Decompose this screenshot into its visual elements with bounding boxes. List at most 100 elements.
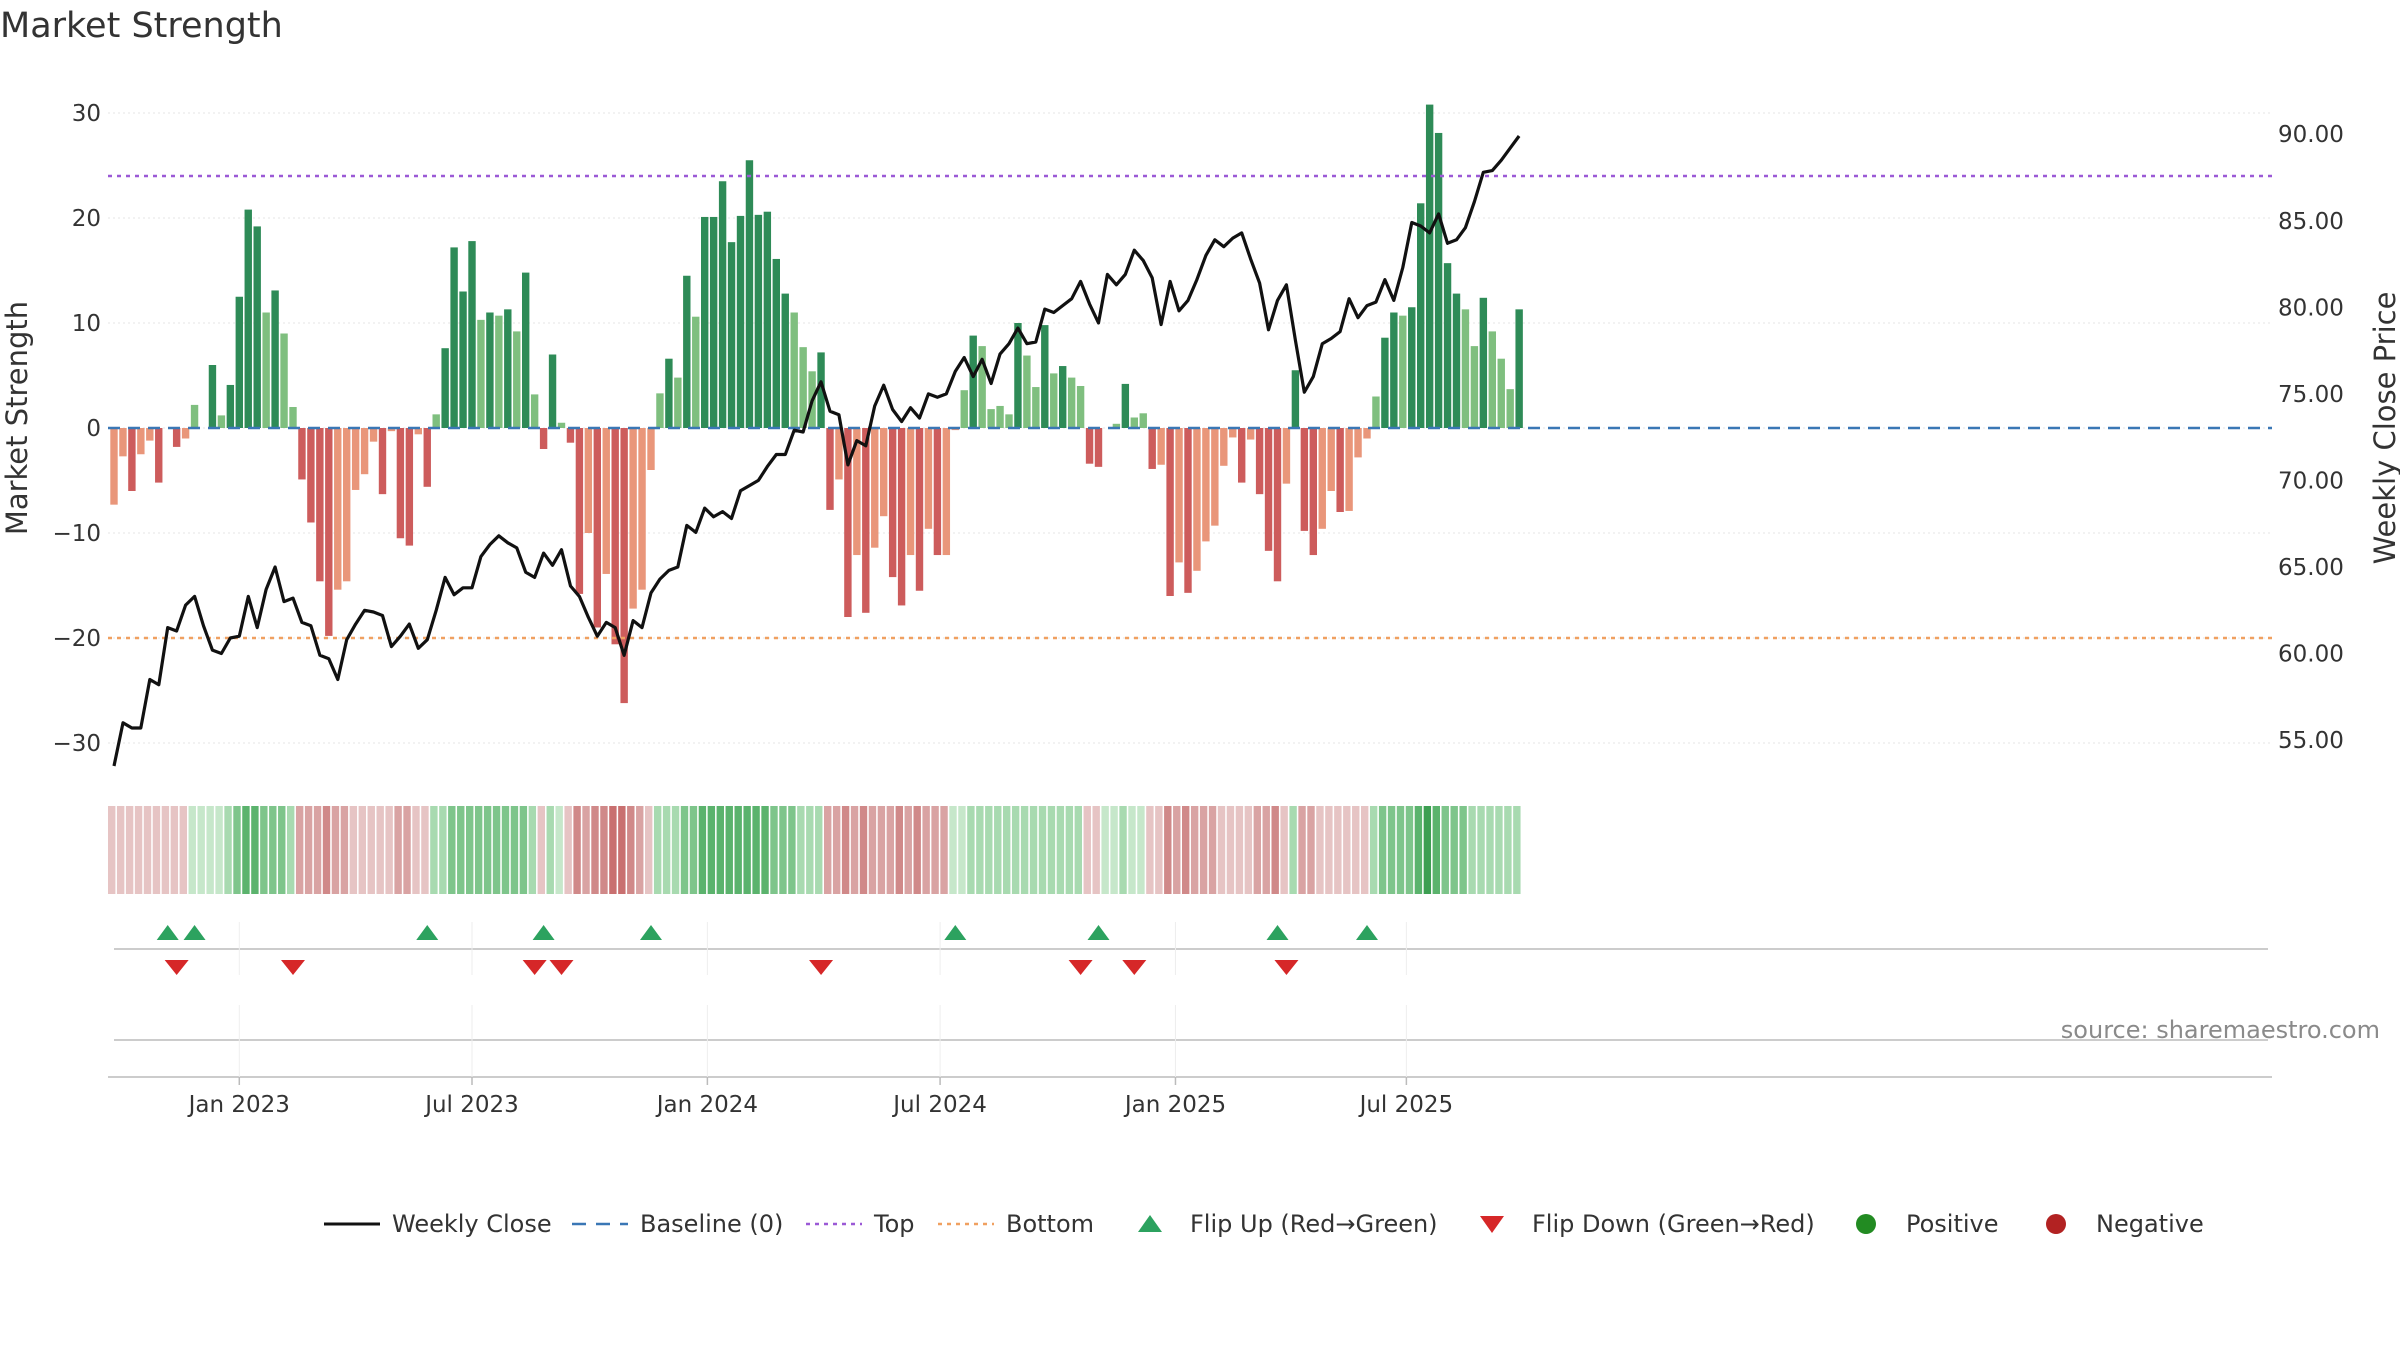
trend-strip-cell xyxy=(313,806,322,894)
flip-down-marker xyxy=(281,960,305,975)
strength-bar xyxy=(978,346,986,428)
strength-bar xyxy=(638,428,646,590)
strength-bar xyxy=(1461,309,1470,428)
strength-bar xyxy=(271,290,279,428)
trend-strip-cell xyxy=(1378,806,1387,894)
strength-bar xyxy=(137,428,145,455)
strength-bar xyxy=(1479,297,1488,428)
strength-bar xyxy=(880,428,888,517)
strength-bar xyxy=(208,365,217,428)
flip-up-marker xyxy=(1356,925,1378,940)
trend-strip-cell xyxy=(931,806,939,894)
strength-bar xyxy=(727,242,736,428)
strength-bar xyxy=(593,428,601,628)
strength-bar xyxy=(181,428,190,439)
trend-strip-cell xyxy=(868,806,877,894)
strength-bar xyxy=(584,428,593,533)
strength-bar xyxy=(987,409,995,428)
trend-strip-cell xyxy=(734,806,742,894)
strength-bar xyxy=(1434,132,1443,428)
y2-tick-label: 75.00 xyxy=(2278,382,2344,408)
trend-strip-cell xyxy=(609,806,617,894)
trend-strip-cell xyxy=(788,806,796,894)
trend-strip-cell xyxy=(627,806,635,894)
strength-bar xyxy=(1032,387,1040,428)
strength-bar xyxy=(244,209,252,428)
trend-strip-cell xyxy=(940,806,948,894)
legend-label: Flip Up (Red→Green) xyxy=(1190,1210,1438,1238)
strength-bar xyxy=(253,226,261,428)
trend-strip-cell xyxy=(1047,806,1056,894)
strength-bar xyxy=(172,428,181,447)
strength-bar xyxy=(1229,428,1237,438)
strength-bar xyxy=(1112,423,1121,428)
strength-bar xyxy=(316,428,324,582)
x-tick-label: Jan 2023 xyxy=(187,1092,290,1118)
trend-strip-cell xyxy=(922,806,930,894)
strength-bar xyxy=(754,214,763,428)
trend-strip-cell xyxy=(1396,806,1405,894)
strength-bar xyxy=(128,428,136,491)
strength-bar xyxy=(1443,263,1452,428)
trend-strip-cell xyxy=(1253,806,1261,894)
trend-strip-cell xyxy=(815,806,823,894)
strength-bar xyxy=(620,428,628,704)
legend-label: Weekly Close xyxy=(392,1210,552,1238)
trend-strip-cell xyxy=(752,806,760,894)
trend-strip-cell xyxy=(206,806,214,894)
trend-strip-cell xyxy=(1459,806,1467,894)
trend-strip-cell xyxy=(850,806,859,894)
strength-bar xyxy=(915,428,924,591)
strength-bar xyxy=(1005,414,1013,428)
trend-strip-cell xyxy=(1477,806,1485,894)
strength-bar xyxy=(1470,346,1479,428)
strength-bar xyxy=(674,377,682,428)
strength-bar xyxy=(557,422,566,428)
strength-bar xyxy=(450,247,458,428)
trend-strip-cell xyxy=(188,806,196,894)
flip-down-marker xyxy=(1122,960,1147,975)
trend-strip-cell xyxy=(797,806,805,894)
strength-bar xyxy=(1076,386,1085,428)
strength-bar xyxy=(718,181,727,428)
trend-strip-cell xyxy=(224,806,232,894)
trend-strip-cell xyxy=(439,806,447,894)
strength-bar xyxy=(217,415,226,428)
strength-bar xyxy=(1363,428,1371,439)
trend-strip-cell xyxy=(582,806,590,894)
trend-strip-cell xyxy=(779,806,787,894)
trend-strip-cell xyxy=(913,806,921,894)
trend-strip-cell xyxy=(1020,806,1029,894)
y-axis-label: Market Strength xyxy=(0,301,34,535)
trend-strip-cell xyxy=(859,806,868,894)
strength-bar xyxy=(477,319,485,428)
strength-bar xyxy=(906,428,915,556)
flip-up-marker xyxy=(1087,925,1110,940)
trend-strip-cell xyxy=(448,806,456,894)
y-tick-label: 20 xyxy=(72,206,101,232)
strength-bar xyxy=(1130,417,1138,428)
strength-bar xyxy=(611,428,619,645)
strength-bar xyxy=(414,428,422,435)
trend-strip-cell xyxy=(322,806,331,894)
trend-strip-cell xyxy=(1199,806,1208,894)
trend-strip-cell xyxy=(546,806,554,894)
flip-down-marker xyxy=(809,960,834,975)
trend-strip-cell xyxy=(1513,806,1521,894)
trend-strip-cell xyxy=(806,806,814,894)
trend-strip-cell xyxy=(564,806,572,894)
flip-up-marker xyxy=(532,925,555,940)
strength-bar xyxy=(1175,428,1183,563)
strength-bar xyxy=(1309,428,1317,556)
trend-strip-cell xyxy=(537,806,545,894)
trend-strip-cell xyxy=(1235,806,1244,894)
legend-label: Flip Down (Green→Red) xyxy=(1532,1210,1815,1238)
trend-strip-cell xyxy=(1244,806,1253,894)
strength-bar xyxy=(1264,428,1273,551)
strength-bar xyxy=(781,293,789,428)
strength-bar xyxy=(468,241,476,428)
trend-strip-cell xyxy=(662,806,671,894)
strength-bar xyxy=(504,309,512,428)
trend-strip-cell xyxy=(1119,806,1127,894)
